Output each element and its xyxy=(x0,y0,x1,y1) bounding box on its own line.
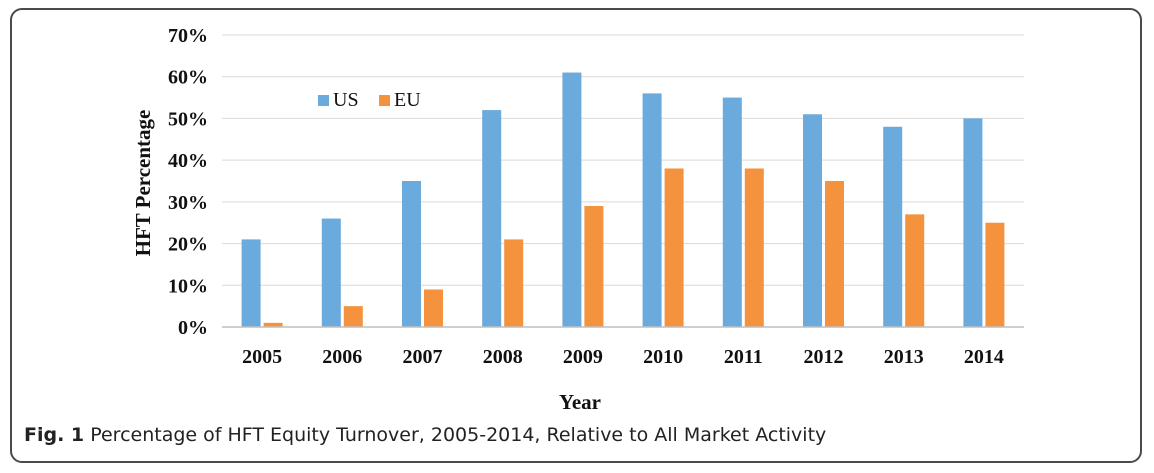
figure-caption: Fig. 1 Percentage of HFT Equity Turnover… xyxy=(24,424,826,446)
y-tick-label: 40% xyxy=(168,150,208,172)
bar-us-2009 xyxy=(562,72,582,328)
x-axis-title: Year xyxy=(559,390,601,414)
bar-us-2008 xyxy=(482,110,502,327)
bar-eu-2011 xyxy=(744,168,764,327)
bar-us-2012 xyxy=(803,114,822,327)
legend: US EU xyxy=(318,89,421,111)
bar-eu-2013 xyxy=(905,214,925,327)
x-tick-label: 2006 xyxy=(322,346,362,368)
legend-label-eu: EU xyxy=(394,89,421,111)
bar-us-2014 xyxy=(963,118,983,327)
bar-eu-2006 xyxy=(343,306,363,327)
legend-label-us: US xyxy=(333,89,359,111)
x-tick-label: 2007 xyxy=(403,346,443,368)
y-tick-label: 50% xyxy=(168,108,208,130)
bar-eu-2010 xyxy=(664,168,684,327)
x-tick-label: 2008 xyxy=(483,346,523,368)
y-tick-label: 0% xyxy=(178,317,208,339)
x-tick-label: 2011 xyxy=(724,346,763,368)
bar-us-2010 xyxy=(642,93,662,328)
legend-swatch-eu xyxy=(379,95,390,106)
y-tick-label: 60% xyxy=(168,67,208,89)
x-tick-label: 2012 xyxy=(804,346,844,368)
x-tick-label: 2013 xyxy=(884,346,924,368)
bar-eu-2005 xyxy=(263,322,283,327)
bar-us-2011 xyxy=(722,97,742,327)
y-tick-label: 20% xyxy=(168,234,208,256)
x-tick-label: 2010 xyxy=(643,346,683,368)
bar-eu-2014 xyxy=(985,222,1005,327)
bar-us-2007 xyxy=(402,181,421,327)
bar-eu-2008 xyxy=(504,239,524,327)
bar-eu-2007 xyxy=(424,289,443,327)
figure-caption-text: Percentage of HFT Equity Turnover, 2005-… xyxy=(90,424,827,446)
y-tick-label: 30% xyxy=(168,192,208,214)
bar-us-2013 xyxy=(883,126,903,328)
x-tick-label: 2005 xyxy=(242,346,282,368)
y-tick-label: 70% xyxy=(168,25,208,47)
x-tick-label: 2009 xyxy=(563,346,603,368)
x-tick-label: 2014 xyxy=(964,346,1004,368)
bar-eu-2012 xyxy=(825,181,844,327)
legend-swatch-us xyxy=(318,95,329,106)
figure-caption-label: Fig. 1 xyxy=(24,424,85,446)
y-axis-title: HFT Percentage xyxy=(131,110,155,257)
y-tick-label: 10% xyxy=(168,275,208,297)
bar-us-2006 xyxy=(321,218,341,327)
bar-eu-2009 xyxy=(584,206,604,327)
bar-us-2005 xyxy=(241,239,261,327)
